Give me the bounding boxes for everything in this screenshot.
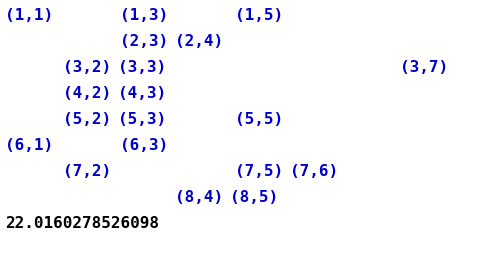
Text: (1,5): (1,5) — [235, 8, 283, 23]
Text: (3,7): (3,7) — [399, 60, 447, 75]
Text: (1,1): (1,1) — [5, 8, 53, 23]
Text: (7,5): (7,5) — [235, 164, 283, 179]
Text: (5,5): (5,5) — [235, 112, 283, 127]
Text: (1,3): (1,3) — [120, 8, 168, 23]
Text: 22.0160278526098: 22.0160278526098 — [5, 216, 159, 231]
Text: (8,5): (8,5) — [229, 190, 278, 205]
Text: (3,2): (3,2) — [63, 60, 111, 75]
Text: (5,3): (5,3) — [118, 112, 166, 127]
Text: (4,2): (4,2) — [63, 86, 111, 101]
Text: (5,2): (5,2) — [63, 112, 111, 127]
Text: (4,3): (4,3) — [118, 86, 166, 101]
Text: (8,4): (8,4) — [175, 190, 223, 205]
Text: (6,3): (6,3) — [120, 138, 168, 153]
Text: (2,4): (2,4) — [175, 34, 223, 49]
Text: (6,1): (6,1) — [5, 138, 53, 153]
Text: (3,3): (3,3) — [118, 60, 166, 75]
Text: (7,2): (7,2) — [63, 164, 111, 179]
Text: (7,6): (7,6) — [289, 164, 337, 179]
Text: (2,3): (2,3) — [120, 34, 168, 49]
